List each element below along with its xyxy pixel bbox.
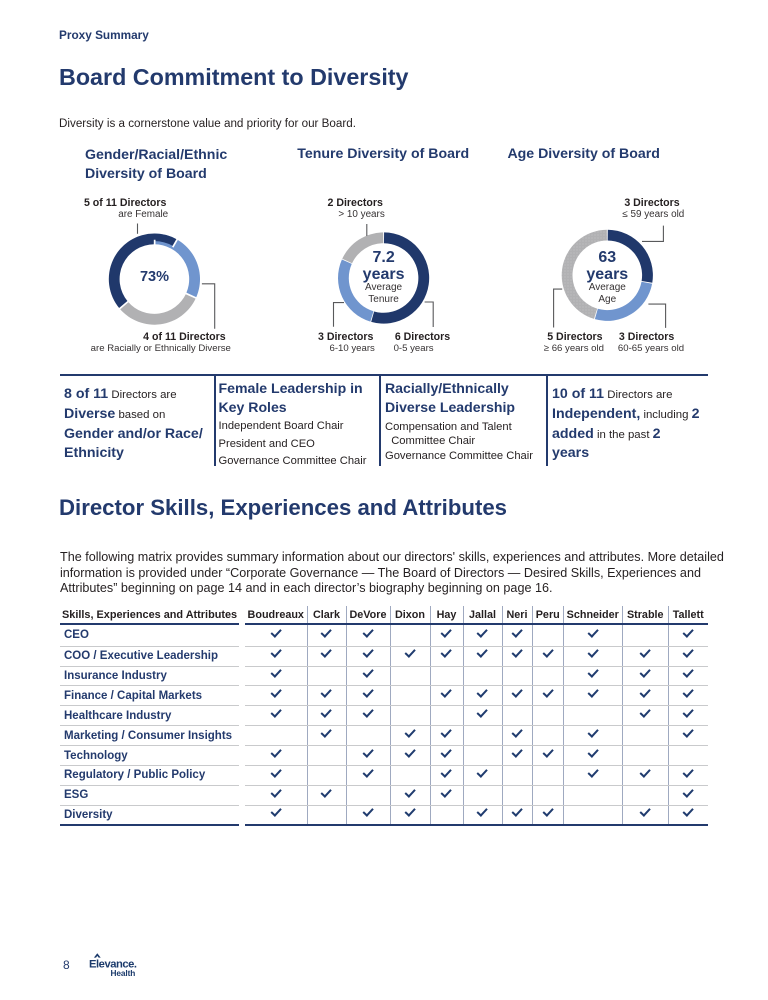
svg-text:Health: Health [111, 968, 136, 978]
svg-text:Elevance.: Elevance. [89, 959, 137, 971]
